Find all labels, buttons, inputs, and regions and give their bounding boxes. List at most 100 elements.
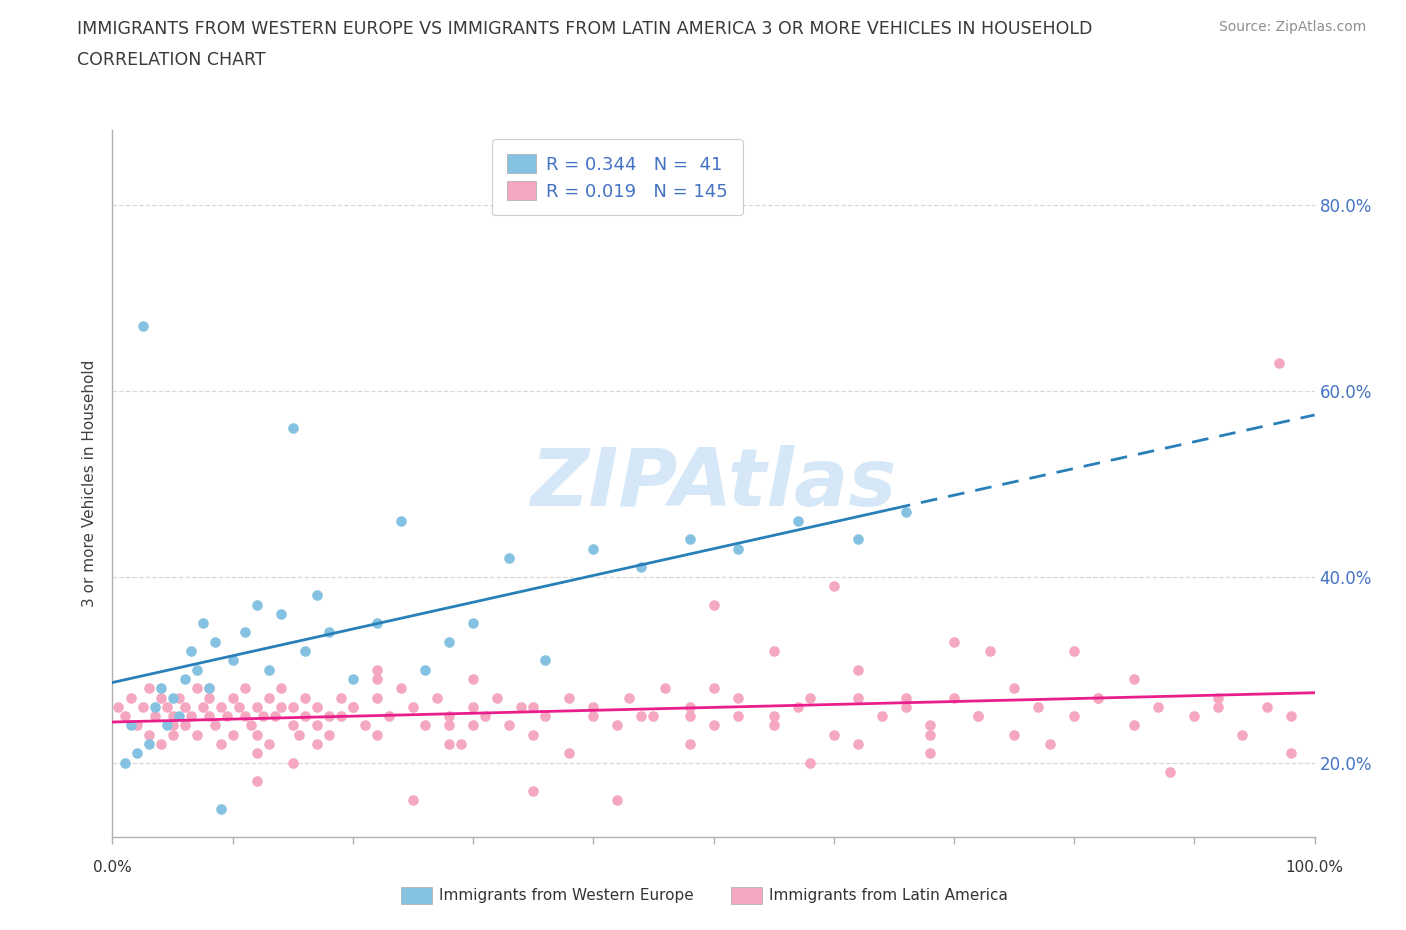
- Point: [257, 690, 280, 705]
- Point: [1123, 671, 1146, 686]
- Point: [180, 644, 202, 658]
- Point: [823, 578, 845, 593]
- Point: [173, 671, 195, 686]
- Point: [402, 792, 425, 807]
- Point: [437, 718, 460, 733]
- Point: [389, 681, 412, 696]
- Point: [143, 709, 166, 724]
- Point: [762, 718, 785, 733]
- Point: [246, 774, 269, 789]
- Point: [918, 718, 941, 733]
- Point: [799, 690, 821, 705]
- Point: [294, 709, 316, 724]
- Point: [1063, 709, 1085, 724]
- Point: [402, 699, 425, 714]
- Text: IMMIGRANTS FROM WESTERN EUROPE VS IMMIGRANTS FROM LATIN AMERICA 3 OR MORE VEHICL: IMMIGRANTS FROM WESTERN EUROPE VS IMMIGR…: [77, 20, 1092, 38]
- Text: ZIPAtlas: ZIPAtlas: [530, 445, 897, 523]
- Point: [263, 709, 285, 724]
- Point: [197, 690, 219, 705]
- Point: [366, 727, 388, 742]
- Point: [727, 541, 749, 556]
- Point: [846, 532, 869, 547]
- Point: [209, 802, 232, 817]
- Point: [138, 681, 160, 696]
- Point: [252, 709, 274, 724]
- Point: [510, 699, 533, 714]
- Point: [138, 727, 160, 742]
- Point: [209, 699, 232, 714]
- Point: [125, 718, 148, 733]
- Point: [149, 737, 172, 751]
- Point: [342, 671, 364, 686]
- Point: [678, 532, 700, 547]
- Point: [461, 671, 484, 686]
- Point: [582, 541, 605, 556]
- Point: [1184, 709, 1206, 724]
- Point: [149, 681, 172, 696]
- Point: [120, 690, 142, 705]
- Point: [155, 718, 177, 733]
- Point: [437, 709, 460, 724]
- Point: [131, 699, 153, 714]
- Point: [1232, 727, 1254, 742]
- Point: [143, 699, 166, 714]
- Point: [522, 699, 544, 714]
- Point: [329, 690, 352, 705]
- Point: [870, 709, 893, 724]
- Point: [786, 699, 808, 714]
- Point: [318, 709, 340, 724]
- Point: [155, 699, 177, 714]
- Point: [1279, 746, 1302, 761]
- Point: [186, 727, 208, 742]
- Point: [534, 653, 557, 668]
- Point: [846, 662, 869, 677]
- Point: [762, 644, 785, 658]
- Point: [678, 709, 700, 724]
- Text: Immigrants from Western Europe: Immigrants from Western Europe: [439, 888, 693, 903]
- Point: [233, 709, 256, 724]
- Point: [233, 625, 256, 640]
- Point: [498, 718, 520, 733]
- Point: [281, 699, 304, 714]
- Point: [1208, 699, 1230, 714]
- Point: [366, 662, 388, 677]
- Point: [1002, 727, 1025, 742]
- Point: [125, 746, 148, 761]
- Point: [222, 727, 245, 742]
- Point: [654, 681, 676, 696]
- Point: [114, 709, 136, 724]
- Point: [1123, 718, 1146, 733]
- Point: [257, 737, 280, 751]
- Point: [1039, 737, 1062, 751]
- Point: [894, 699, 917, 714]
- Point: [619, 690, 641, 705]
- Point: [630, 560, 652, 575]
- Point: [437, 737, 460, 751]
- Point: [1087, 690, 1109, 705]
- Point: [918, 727, 941, 742]
- Point: [191, 616, 214, 631]
- Point: [522, 727, 544, 742]
- Point: [186, 681, 208, 696]
- Point: [727, 709, 749, 724]
- Point: [558, 690, 581, 705]
- Point: [1087, 690, 1109, 705]
- Point: [197, 681, 219, 696]
- Point: [702, 681, 725, 696]
- Point: [281, 420, 304, 435]
- Point: [894, 690, 917, 705]
- Point: [846, 737, 869, 751]
- Point: [270, 681, 292, 696]
- Point: [204, 634, 226, 649]
- Point: [270, 699, 292, 714]
- Text: Immigrants from Latin America: Immigrants from Latin America: [769, 888, 1008, 903]
- Point: [437, 634, 460, 649]
- Point: [1267, 355, 1289, 370]
- Point: [366, 616, 388, 631]
- Point: [222, 690, 245, 705]
- Point: [643, 709, 665, 724]
- Point: [162, 727, 184, 742]
- Point: [678, 699, 700, 714]
- Point: [678, 737, 700, 751]
- Point: [461, 616, 484, 631]
